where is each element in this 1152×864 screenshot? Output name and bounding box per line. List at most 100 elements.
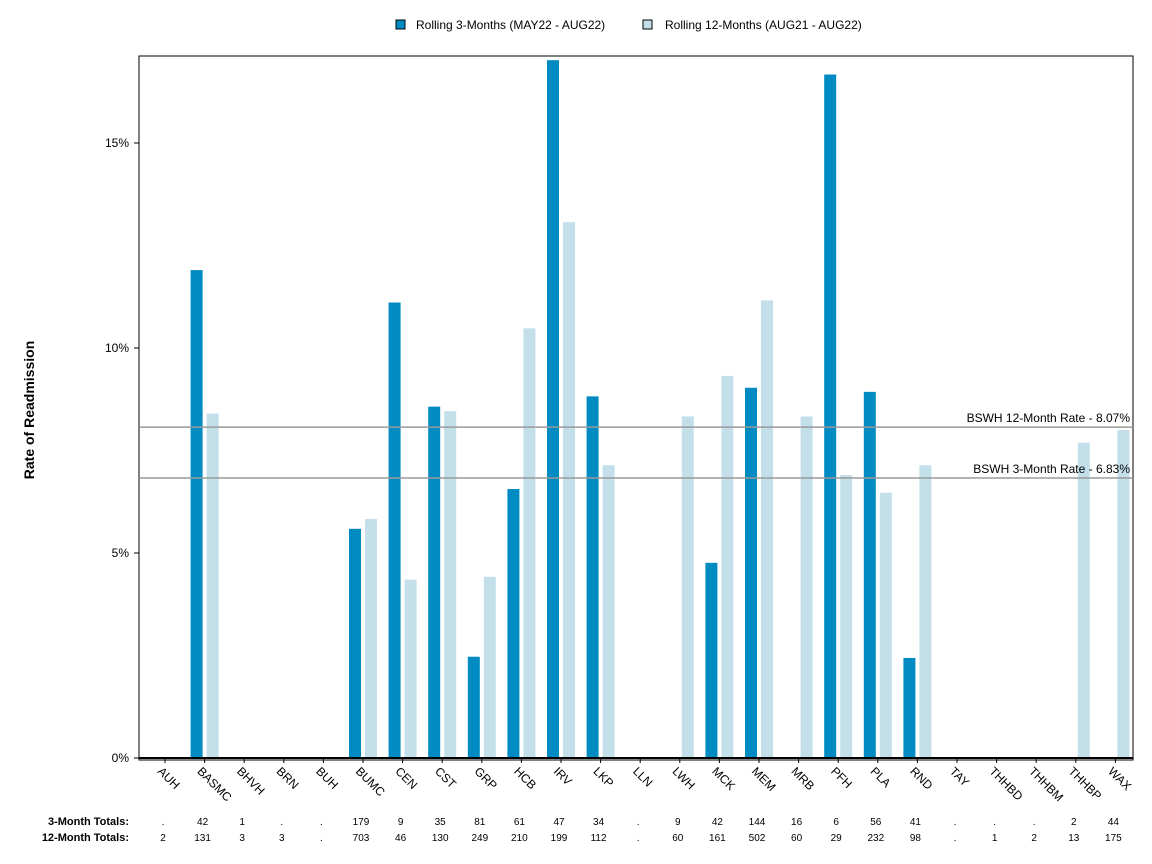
total-3month: . [320, 817, 323, 828]
y-tick-label: 10% [105, 341, 129, 355]
total-12month: . [637, 833, 640, 844]
x-tick-label: GRP [472, 764, 500, 792]
total-12month: 60 [672, 833, 684, 844]
bar-12month [1077, 442, 1090, 758]
bar-12month [444, 411, 457, 758]
bar-3month [428, 406, 441, 758]
total-3month: 2 [1071, 817, 1077, 828]
totals-3month-label: 3-Month Totals: [48, 816, 129, 828]
bars [151, 60, 1130, 759]
total-3month: . [993, 817, 996, 828]
x-tick-label: BUMC [353, 764, 388, 799]
total-3month: 9 [675, 817, 681, 828]
x-tick-label: PFH [828, 764, 855, 791]
total-3month: 34 [593, 817, 605, 828]
x-tick-label: THHBM [1026, 764, 1066, 804]
x-tick-label: THHBD [986, 764, 1025, 803]
total-3month: 42 [197, 817, 209, 828]
total-12month: 249 [471, 833, 488, 844]
total-3month: . [954, 817, 957, 828]
total-12month: 210 [511, 833, 528, 844]
total-12month: 2 [1031, 833, 1037, 844]
bar-3month [467, 656, 480, 758]
total-3month: 42 [712, 817, 724, 828]
bar-3month [824, 74, 837, 758]
total-3month: . [162, 817, 165, 828]
total-12month: 29 [831, 833, 843, 844]
bar-12month [602, 465, 615, 758]
bar-3month [507, 489, 520, 758]
totals-12month-label: 12-Month Totals: [42, 832, 129, 844]
total-12month: 98 [910, 833, 922, 844]
total-12month: 3 [239, 833, 245, 844]
legend: Rolling 3-Months (MAY22 - AUG22) Rolling… [395, 18, 862, 32]
x-tick-label: HCB [511, 764, 539, 792]
total-12month: 161 [709, 833, 726, 844]
reference-line-label: BSWH 3-Month Rate - 6.83% [973, 462, 1130, 476]
bar-3month [705, 562, 718, 758]
x-tick-label: TAY [947, 764, 972, 789]
bar-12month [404, 579, 417, 758]
x-tick-label: BRN [274, 764, 302, 792]
total-12month: 199 [551, 833, 568, 844]
totals-values: .24213113.3..179703946351308124961210471… [160, 817, 1122, 844]
x-tick-label: CST [432, 764, 459, 791]
total-3month: . [637, 817, 640, 828]
total-3month: 35 [435, 817, 447, 828]
total-3month: 9 [398, 817, 404, 828]
bar-12month [919, 465, 932, 758]
x-tick-label: IRV [551, 764, 575, 788]
y-tick-label: 0% [112, 751, 130, 765]
bar-3month [547, 60, 559, 759]
bar-12month [563, 222, 575, 758]
total-3month: 81 [474, 817, 486, 828]
total-12month: 131 [194, 833, 211, 844]
total-12month: 112 [591, 833, 607, 844]
bar-3month [388, 302, 401, 758]
y-tick-label: 15% [105, 136, 129, 150]
x-tick-label: BUH [313, 764, 341, 792]
total-3month: 61 [514, 817, 526, 828]
bar-12month [365, 518, 377, 758]
total-3month: 6 [833, 817, 839, 828]
total-12month: 13 [1068, 833, 1080, 844]
x-tick-label: LWH [670, 764, 698, 792]
total-12month: 175 [1105, 833, 1122, 844]
total-12month: 130 [432, 833, 449, 844]
total-3month: . [280, 817, 283, 828]
x-tick-label: LLN [630, 764, 655, 789]
bar-12month [206, 413, 219, 758]
x-tick-label: PLA [868, 764, 894, 790]
x-tick-label: BASMC [194, 764, 234, 804]
bar-12month [840, 475, 853, 758]
total-12month: 232 [867, 833, 884, 844]
bar-12month [483, 576, 496, 758]
x-tick-label: AUH [155, 764, 183, 792]
bar-3month [863, 391, 876, 758]
total-12month: . [320, 833, 323, 844]
bar-3month [903, 657, 916, 758]
total-3month: 47 [553, 817, 565, 828]
x-tick-label: BHVH [234, 764, 267, 797]
x-tick-label: RND [907, 764, 936, 793]
legend-swatch-12month [642, 19, 653, 30]
total-3month: 44 [1108, 817, 1120, 828]
bar-12month [800, 416, 813, 758]
x-tick-label: MEM [749, 764, 779, 794]
x-axis-categories: AUH BASMC BHVH BRN BUH BUMC CEN CST GRP HCB IRV LKP… [155, 758, 1134, 805]
total-3month: 16 [791, 817, 803, 828]
x-tick-label: MRB [788, 764, 817, 793]
bar-12month [721, 375, 734, 758]
legend-swatch-3month [395, 19, 406, 30]
bar-12month [523, 328, 536, 758]
bar-3month [349, 528, 361, 758]
plot-frame [138, 55, 1134, 761]
total-12month: 2 [160, 833, 166, 844]
total-3month: 144 [749, 817, 766, 828]
x-tick-label: MCK [709, 764, 738, 793]
total-12month: 502 [749, 833, 766, 844]
y-axis-ticks: 0% 5% 10% 15% [105, 136, 139, 765]
bar-12month [879, 492, 892, 758]
reference-lines: BSWH 12-Month Rate - 8.07% BSWH 3-Month R… [139, 411, 1133, 479]
